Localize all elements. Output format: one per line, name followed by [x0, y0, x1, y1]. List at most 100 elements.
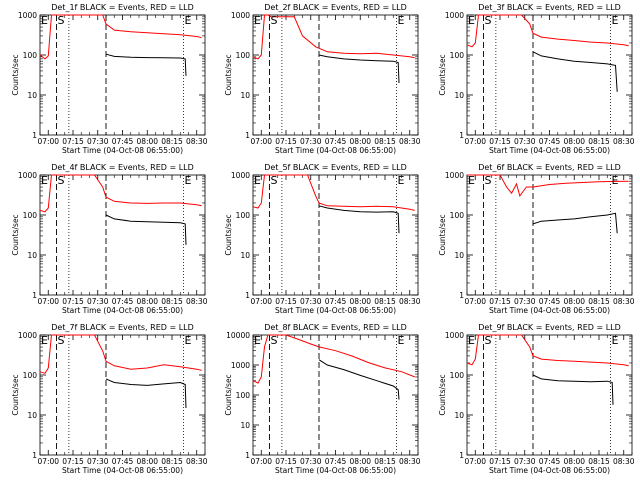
series-lld-line — [252, 14, 415, 60]
y-axis-label: Counts/sec — [11, 214, 20, 255]
x-tick-label: 07:00 — [250, 137, 272, 146]
marker-label: E — [41, 14, 48, 27]
x-tick-label: 07:30 — [300, 297, 322, 306]
series-events-line — [532, 51, 618, 92]
x-tick-label: 07:00 — [37, 137, 59, 146]
x-tick-label: 07:45 — [325, 137, 347, 146]
series-lld-line — [467, 174, 629, 198]
plot-frame — [39, 174, 206, 296]
x-tick-label: 08:00 — [563, 137, 585, 146]
series-events-line — [318, 54, 400, 84]
x-tick-label: 07:30 — [300, 137, 322, 146]
y-tick-label: 10 — [27, 251, 37, 260]
x-tick-label: 07:45 — [539, 297, 561, 306]
x-tick-label: 08:30 — [613, 137, 635, 146]
x-tick-label: 07:45 — [112, 457, 134, 466]
marker-label: E — [612, 334, 619, 347]
y-tick-label: 10 — [454, 91, 464, 100]
series-lld-line — [466, 334, 629, 367]
series-events-line — [105, 53, 187, 76]
series-events-line — [105, 378, 187, 409]
y-tick-label: 100 — [236, 211, 251, 220]
x-tick-label: 07:15 — [275, 457, 297, 466]
series-lld-line — [252, 334, 415, 384]
x-axis-label: Start Time (04-Oct-08 06:55:00) — [275, 146, 396, 155]
plot-frame — [39, 14, 206, 136]
x-tick-label: 08:15 — [374, 297, 396, 306]
panel-title: Det_2f BLACK = Events, RED = LLD — [264, 3, 407, 12]
y-tick-label: 100 — [450, 371, 465, 380]
panel-6: Det_6f BLACK = Events, RED = LLD 1 10 100 10… — [438, 163, 635, 315]
x-tick-label: 08:15 — [161, 457, 183, 466]
x-tick-label: 07:00 — [250, 457, 272, 466]
x-tick-label: 07:15 — [62, 297, 84, 306]
y-axis-label: Counts/sec — [438, 54, 447, 95]
y-tick-label: 100 — [23, 371, 38, 380]
y-tick-label: 1 — [245, 451, 250, 460]
x-tick-label: 08:15 — [161, 297, 183, 306]
marker-label: E — [612, 174, 619, 187]
marker-label: E — [185, 334, 192, 347]
x-tick-label: 08:15 — [374, 137, 396, 146]
y-tick-label: 10000 — [226, 331, 250, 340]
y-tick-label: 1000 — [231, 171, 250, 180]
y-tick-label: 1000 — [231, 361, 250, 370]
marker-label: S — [58, 14, 65, 27]
x-axis-label: Start Time (04-Oct-08 06:55:00) — [62, 306, 183, 315]
y-tick-label: 10 — [27, 91, 37, 100]
x-tick-label: 08:15 — [588, 137, 610, 146]
y-axis-label: Counts/sec — [438, 374, 447, 415]
x-tick-label: 08:15 — [588, 457, 610, 466]
panel-8: Det_8f BLACK = Events, RED = LLD 1 10 100 10… — [224, 323, 421, 475]
marker-label: S — [271, 14, 278, 27]
x-axis-label: Start Time (04-Oct-08 06:55:00) — [275, 466, 396, 475]
marker-label: E — [254, 14, 261, 27]
x-tick-label: 07:00 — [37, 297, 59, 306]
x-tick-label: 07:00 — [37, 457, 59, 466]
x-tick-label: 07:30 — [87, 137, 109, 146]
x-tick-label: 08:00 — [563, 457, 585, 466]
x-tick-label: 08:30 — [613, 297, 635, 306]
y-tick-label: 10 — [240, 421, 250, 430]
marker-label: E — [41, 174, 48, 187]
y-tick-label: 100 — [23, 211, 38, 220]
x-tick-label: 08:00 — [136, 297, 158, 306]
series-lld-line — [466, 14, 629, 48]
x-tick-label: 07:45 — [112, 137, 134, 146]
series-lld-line — [39, 14, 202, 60]
panel-2: Det_2f BLACK = Events, RED = LLD 1 10 100 10… — [224, 3, 421, 155]
x-axis-label: Start Time (04-Oct-08 06:55:00) — [275, 306, 396, 315]
y-tick-label: 10 — [27, 411, 37, 420]
panel-title: Det_3f BLACK = Events, RED = LLD — [478, 3, 621, 12]
x-tick-label: 08:30 — [399, 137, 421, 146]
x-tick-label: 08:00 — [563, 297, 585, 306]
y-tick-label: 100 — [236, 51, 251, 60]
x-tick-label: 07:30 — [300, 457, 322, 466]
y-axis-label: Counts/sec — [438, 214, 447, 255]
marker-label: S — [485, 174, 492, 187]
x-tick-label: 08:30 — [186, 137, 208, 146]
marker-label: E — [254, 174, 261, 187]
y-tick-label: 1 — [245, 131, 250, 140]
y-tick-label: 1000 — [18, 11, 37, 20]
x-axis-label: Start Time (04-Oct-08 06:55:00) — [489, 306, 610, 315]
x-tick-label: 08:30 — [399, 297, 421, 306]
plot-frame — [252, 14, 419, 136]
x-tick-label: 07:45 — [539, 137, 561, 146]
marker-label: S — [58, 334, 65, 347]
x-tick-label: 07:30 — [514, 137, 536, 146]
marker-label: E — [185, 174, 192, 187]
series-events-line — [318, 359, 400, 400]
y-tick-label: 1 — [32, 451, 37, 460]
plot-frame — [466, 334, 633, 456]
x-tick-label: 08:15 — [161, 137, 183, 146]
y-tick-label: 1 — [459, 131, 464, 140]
marker-label: E — [398, 14, 405, 27]
x-axis-label: Start Time (04-Oct-08 06:55:00) — [62, 466, 183, 475]
panel-3: Det_3f BLACK = Events, RED = LLD 1 10 100 10… — [438, 3, 635, 155]
marker-label: S — [485, 334, 492, 347]
x-tick-label: 07:15 — [489, 137, 511, 146]
x-axis-label: Start Time (04-Oct-08 06:55:00) — [489, 146, 610, 155]
series-lld-line — [39, 334, 202, 374]
x-tick-label: 07:15 — [489, 457, 511, 466]
